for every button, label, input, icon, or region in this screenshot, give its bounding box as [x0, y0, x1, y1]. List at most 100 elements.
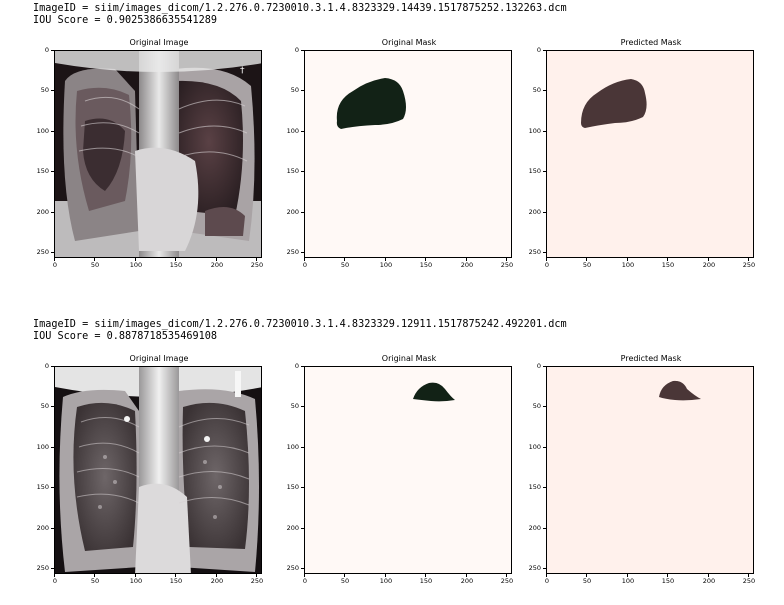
mask-plot	[304, 366, 512, 574]
y-tick: 150	[492, 168, 546, 175]
y-tick: 150	[0, 168, 54, 175]
x-tick: 250	[739, 574, 759, 585]
panel-title: Original Mask	[381, 354, 437, 363]
x-tick: 100	[618, 574, 638, 585]
x-tick: 100	[376, 258, 396, 269]
panel-original-mask: Original Mask 0 50 100 150 200 250 0 50 …	[250, 354, 514, 604]
x-tick: 200	[207, 574, 227, 585]
x-tick: 50	[335, 258, 355, 269]
x-tick: 0	[537, 258, 557, 269]
y-tick: 100	[0, 128, 54, 135]
mask-image	[305, 51, 511, 257]
y-tick: 200	[0, 525, 54, 532]
panel-original-image: Original Image	[0, 354, 264, 604]
x-tick: 200	[207, 258, 227, 269]
y-tick: 100	[0, 444, 54, 451]
y-tick: 200	[250, 525, 304, 532]
y-tick: 50	[0, 87, 54, 94]
x-tick: 150	[416, 258, 436, 269]
x-tick: 150	[416, 574, 436, 585]
image-id-text: ImageID = siim/images_dicom/1.2.276.0.72…	[33, 3, 567, 14]
mask-image	[547, 51, 753, 257]
y-tick: 0	[0, 47, 54, 54]
y-tick: 200	[492, 209, 546, 216]
chest-xray-image: †	[55, 51, 261, 257]
y-tick: 50	[492, 403, 546, 410]
x-tick: 150	[166, 258, 186, 269]
x-tick: 200	[457, 574, 477, 585]
y-tick: 50	[250, 403, 304, 410]
chest-xray-image	[55, 367, 261, 573]
svg-text:†: †	[240, 66, 245, 76]
mask-plot	[546, 50, 754, 258]
y-tick: 150	[0, 484, 54, 491]
x-tick: 100	[126, 258, 146, 269]
panel-title: Predicted Mask	[620, 354, 682, 363]
y-tick: 0	[250, 47, 304, 54]
y-tick: 0	[492, 47, 546, 54]
x-tick: 100	[618, 258, 638, 269]
panel-title: Original Image	[129, 354, 189, 363]
x-tick: 0	[45, 574, 65, 585]
x-tick: 250	[247, 574, 267, 585]
x-tick: 200	[457, 258, 477, 269]
y-tick: 100	[250, 444, 304, 451]
panel-title: Original Image	[129, 38, 189, 47]
x-tick: 50	[577, 574, 597, 585]
mask-image	[547, 367, 753, 573]
y-tick: 100	[492, 128, 546, 135]
x-tick: 100	[376, 574, 396, 585]
y-tick: 200	[492, 525, 546, 532]
y-tick: 150	[250, 168, 304, 175]
mask-plot	[304, 50, 512, 258]
x-tick: 150	[658, 574, 678, 585]
y-tick: 250	[0, 565, 54, 572]
x-tick: 150	[658, 258, 678, 269]
x-tick: 0	[295, 258, 315, 269]
x-tick: 250	[247, 258, 267, 269]
y-tick: 250	[250, 249, 304, 256]
x-tick: 100	[126, 574, 146, 585]
panel-title: Original Mask	[381, 38, 437, 47]
y-tick: 250	[250, 565, 304, 572]
y-tick: 100	[492, 444, 546, 451]
x-tick: 250	[497, 574, 517, 585]
y-tick: 150	[250, 484, 304, 491]
x-tick: 150	[166, 574, 186, 585]
x-tick: 200	[699, 258, 719, 269]
y-tick: 250	[492, 249, 546, 256]
y-tick: 0	[0, 363, 54, 370]
mask-plot	[546, 366, 754, 574]
iou-score-text: IOU Score = 0.8878718535469108	[33, 331, 218, 342]
iou-score-text: IOU Score = 0.9025386635541289	[33, 15, 218, 26]
xray-plot: †	[54, 50, 262, 258]
x-tick: 50	[85, 258, 105, 269]
x-tick: 50	[335, 574, 355, 585]
mask-image	[305, 367, 511, 573]
xray-plot	[54, 366, 262, 574]
panel-title: Predicted Mask	[620, 38, 682, 47]
y-tick: 200	[250, 209, 304, 216]
y-tick: 150	[492, 484, 546, 491]
y-tick: 50	[0, 403, 54, 410]
x-tick: 50	[577, 258, 597, 269]
y-tick: 100	[250, 128, 304, 135]
y-tick: 200	[0, 209, 54, 216]
y-tick: 50	[250, 87, 304, 94]
x-tick: 250	[739, 258, 759, 269]
panel-predicted-mask: Predicted Mask 0 50 100 150 200 250 0 50…	[492, 38, 756, 288]
y-tick: 0	[492, 363, 546, 370]
y-tick: 0	[250, 363, 304, 370]
x-tick: 50	[85, 574, 105, 585]
image-id-text: ImageID = siim/images_dicom/1.2.276.0.72…	[33, 319, 567, 330]
panel-original-image: Original Image	[0, 38, 264, 288]
panel-original-mask: Original Mask 0 50 100 150 200 250 0 50 …	[250, 38, 514, 288]
y-tick: 250	[492, 565, 546, 572]
x-tick: 0	[295, 574, 315, 585]
x-tick: 250	[497, 258, 517, 269]
x-tick: 0	[45, 258, 65, 269]
x-tick: 0	[537, 574, 557, 585]
x-tick: 200	[699, 574, 719, 585]
panel-predicted-mask: Predicted Mask 0 50 100 150 200 250 0 50…	[492, 354, 756, 604]
y-tick: 250	[0, 249, 54, 256]
